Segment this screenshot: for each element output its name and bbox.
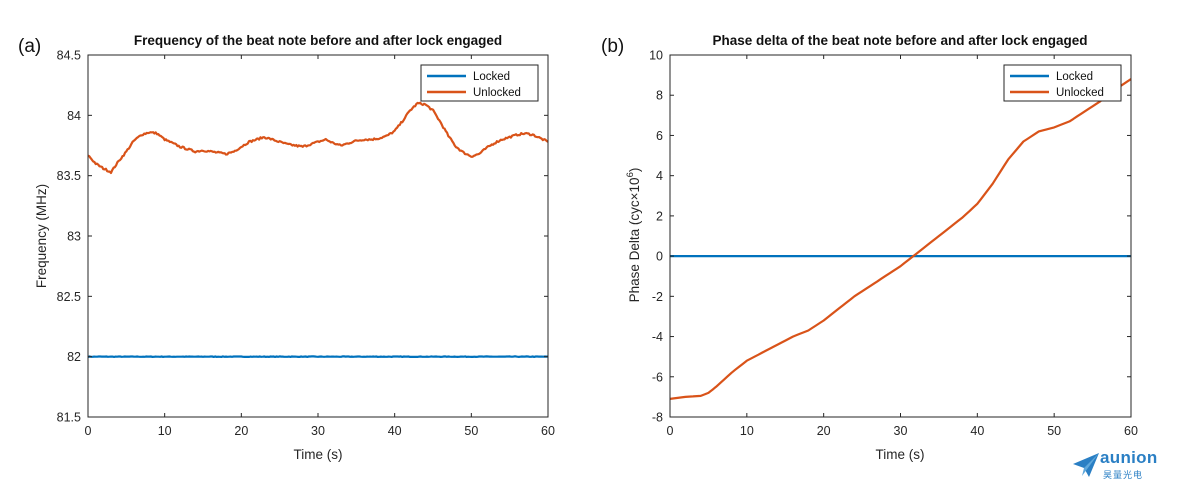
logo-name: aunion bbox=[1100, 448, 1158, 467]
chart-b-ylabel: Phase Delta (cyc×106) bbox=[625, 168, 642, 303]
x-tick-label: 10 bbox=[740, 424, 754, 438]
x-tick-label: 50 bbox=[464, 424, 478, 438]
y-tick-label: 83.5 bbox=[57, 169, 81, 183]
y-tick-label: 8 bbox=[656, 89, 663, 103]
legend-label-unlocked: Unlocked bbox=[473, 87, 521, 99]
y-tick-label: 10 bbox=[649, 49, 663, 63]
legend-box bbox=[1003, 64, 1122, 102]
y-tick-label: -2 bbox=[652, 290, 663, 304]
y-tick-label: 83 bbox=[67, 230, 81, 244]
panel-label-b: (b) bbox=[601, 36, 624, 57]
y-tick-label: 82 bbox=[67, 350, 81, 364]
y-tick-label: 2 bbox=[656, 209, 663, 223]
series-line-unlocked bbox=[669, 78, 1132, 400]
legend-box bbox=[420, 64, 539, 102]
y-tick-label: -4 bbox=[652, 330, 663, 344]
x-tick-label: 30 bbox=[311, 424, 325, 438]
aunion-logo: aunion 昊量光电 bbox=[1072, 446, 1172, 486]
chart-a-ylabel: Frequency (MHz) bbox=[34, 184, 49, 288]
y-tick-label: -6 bbox=[652, 370, 663, 384]
chart-phase: (b) Phase delta of the beat note before … bbox=[601, 33, 1138, 462]
chart-b-xlabel: Time (s) bbox=[876, 447, 925, 462]
chart-b-title: Phase delta of the beat note before and … bbox=[712, 33, 1087, 48]
chart-b-ylabel-base: Phase Delta (cyc×10 bbox=[627, 177, 642, 302]
legend-label-locked: Locked bbox=[473, 71, 510, 83]
legend-label-locked: Locked bbox=[1056, 71, 1093, 83]
y-tick-label: 4 bbox=[656, 169, 663, 183]
y-tick-label: 0 bbox=[656, 250, 663, 264]
chart-b-ylabel-exponent: 6 bbox=[625, 172, 636, 177]
paper-plane-icon bbox=[1073, 453, 1099, 477]
legend-label-unlocked: Unlocked bbox=[1056, 87, 1104, 99]
series-line-unlocked bbox=[87, 101, 549, 175]
panel-label-a: (a) bbox=[18, 36, 41, 57]
x-tick-label: 0 bbox=[667, 424, 674, 438]
y-tick-label: 81.5 bbox=[57, 411, 81, 425]
chart-a-xlabel: Time (s) bbox=[294, 447, 343, 462]
x-tick-label: 0 bbox=[85, 424, 92, 438]
chart-b-legend: Locked Unlocked bbox=[1003, 64, 1122, 102]
x-tick-label: 50 bbox=[1047, 424, 1061, 438]
y-tick-label: 82.5 bbox=[57, 290, 81, 304]
y-tick-label: 84 bbox=[67, 109, 81, 123]
plot-frame bbox=[87, 54, 549, 418]
chart-a-title: Frequency of the beat note before and af… bbox=[134, 33, 502, 48]
chart-a-legend: Locked Unlocked bbox=[420, 64, 539, 102]
x-tick-label: 60 bbox=[1124, 424, 1138, 438]
chart-b-ylabel-close: ) bbox=[627, 168, 642, 173]
chart-frequency: (a) Frequency of the beat note before an… bbox=[18, 33, 555, 462]
x-tick-label: 40 bbox=[970, 424, 984, 438]
x-tick-label: 60 bbox=[541, 424, 555, 438]
logo-subtitle: 昊量光电 bbox=[1103, 470, 1144, 480]
x-tick-label: 10 bbox=[158, 424, 172, 438]
y-tick-label: 6 bbox=[656, 129, 663, 143]
y-tick-label: 84.5 bbox=[57, 49, 81, 63]
x-tick-label: 20 bbox=[817, 424, 831, 438]
y-tick-label: -8 bbox=[652, 411, 663, 425]
x-tick-label: 30 bbox=[894, 424, 908, 438]
plot-frame bbox=[669, 54, 1132, 418]
x-tick-label: 40 bbox=[388, 424, 402, 438]
x-tick-label: 20 bbox=[234, 424, 248, 438]
series-line-locked bbox=[87, 355, 549, 358]
